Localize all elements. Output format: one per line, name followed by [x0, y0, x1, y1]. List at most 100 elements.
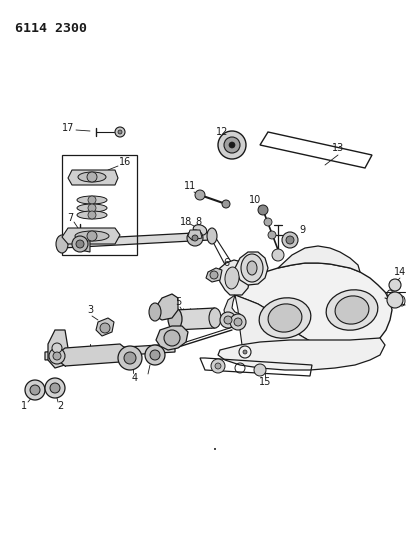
Bar — [62, 155, 137, 255]
Circle shape — [50, 383, 60, 393]
Ellipse shape — [75, 231, 109, 241]
Circle shape — [76, 240, 84, 248]
Text: 14: 14 — [394, 267, 406, 277]
Circle shape — [187, 230, 203, 246]
Ellipse shape — [268, 304, 302, 332]
Circle shape — [389, 279, 401, 291]
Polygon shape — [175, 308, 215, 330]
Ellipse shape — [168, 308, 182, 330]
Circle shape — [282, 232, 298, 248]
Ellipse shape — [241, 254, 263, 282]
Text: 16: 16 — [119, 157, 131, 167]
Text: 12: 12 — [216, 127, 228, 137]
Circle shape — [215, 363, 221, 369]
Ellipse shape — [77, 204, 107, 212]
Text: 6: 6 — [223, 258, 229, 268]
Circle shape — [72, 236, 88, 252]
Polygon shape — [62, 232, 212, 248]
Circle shape — [45, 378, 65, 398]
Ellipse shape — [78, 172, 106, 182]
Text: 18: 18 — [180, 217, 192, 227]
Text: 10: 10 — [249, 195, 261, 205]
Circle shape — [224, 316, 232, 324]
Circle shape — [286, 236, 294, 244]
Circle shape — [230, 314, 246, 330]
Text: 17: 17 — [62, 123, 74, 133]
Text: 5: 5 — [175, 297, 181, 307]
Circle shape — [387, 292, 403, 308]
Polygon shape — [235, 295, 360, 364]
Circle shape — [88, 211, 96, 219]
Circle shape — [87, 172, 97, 182]
Circle shape — [145, 345, 165, 365]
Text: •: • — [213, 447, 217, 453]
Circle shape — [268, 231, 276, 239]
Polygon shape — [218, 338, 385, 370]
Circle shape — [211, 359, 225, 373]
Circle shape — [100, 323, 110, 333]
Circle shape — [115, 127, 125, 137]
Text: 7: 7 — [67, 213, 73, 223]
Text: 13: 13 — [332, 143, 344, 153]
Polygon shape — [206, 268, 222, 282]
Text: 15: 15 — [259, 377, 271, 387]
Circle shape — [254, 364, 266, 376]
Ellipse shape — [259, 298, 311, 338]
Ellipse shape — [77, 196, 107, 204]
Text: 3: 3 — [87, 305, 93, 315]
Circle shape — [192, 235, 198, 241]
Polygon shape — [218, 260, 250, 295]
Ellipse shape — [56, 235, 68, 253]
Polygon shape — [278, 246, 360, 272]
Polygon shape — [48, 330, 68, 368]
Circle shape — [118, 130, 122, 134]
Text: 6114 2300: 6114 2300 — [15, 22, 87, 35]
Ellipse shape — [247, 261, 257, 275]
Circle shape — [243, 350, 247, 354]
Circle shape — [25, 380, 45, 400]
Text: 1: 1 — [21, 401, 27, 411]
Circle shape — [218, 131, 246, 159]
Polygon shape — [224, 295, 240, 324]
Polygon shape — [45, 344, 175, 360]
Polygon shape — [155, 294, 178, 320]
Ellipse shape — [335, 296, 369, 324]
Circle shape — [150, 350, 160, 360]
Text: 2: 2 — [57, 401, 63, 411]
Circle shape — [88, 204, 96, 212]
Polygon shape — [68, 170, 118, 185]
Circle shape — [88, 196, 96, 204]
Circle shape — [224, 137, 240, 153]
Circle shape — [258, 205, 268, 215]
Circle shape — [30, 385, 40, 395]
Text: 8: 8 — [195, 217, 201, 227]
Circle shape — [49, 348, 65, 364]
Polygon shape — [235, 252, 268, 285]
Polygon shape — [235, 263, 392, 350]
Circle shape — [222, 200, 230, 208]
Ellipse shape — [326, 290, 378, 330]
Ellipse shape — [149, 303, 161, 321]
Polygon shape — [62, 228, 120, 244]
Ellipse shape — [209, 308, 221, 328]
Circle shape — [87, 231, 97, 241]
Polygon shape — [60, 344, 125, 366]
Circle shape — [118, 346, 142, 370]
Circle shape — [220, 312, 236, 328]
Polygon shape — [188, 230, 202, 240]
Polygon shape — [156, 326, 188, 350]
Text: 9: 9 — [299, 225, 305, 235]
Text: 11: 11 — [184, 181, 196, 191]
Text: 4: 4 — [132, 373, 138, 383]
Circle shape — [264, 218, 272, 226]
Polygon shape — [75, 236, 90, 252]
Circle shape — [52, 343, 62, 353]
Polygon shape — [96, 318, 114, 336]
Circle shape — [195, 190, 205, 200]
Circle shape — [124, 352, 136, 364]
Ellipse shape — [207, 228, 217, 244]
Circle shape — [210, 271, 218, 279]
Circle shape — [53, 352, 61, 360]
Circle shape — [229, 142, 235, 148]
Circle shape — [164, 330, 180, 346]
